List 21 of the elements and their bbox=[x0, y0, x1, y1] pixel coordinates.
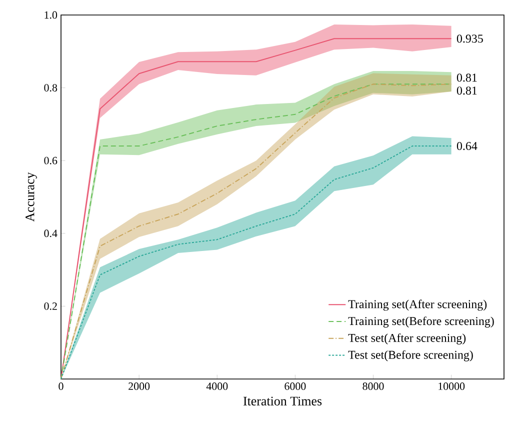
annotation: 0.81 bbox=[456, 74, 477, 82]
x-axis-title: Iteration Times bbox=[243, 396, 322, 406]
y-axis-title: Accuracy bbox=[26, 172, 37, 222]
legend-label: Test set(After screening) bbox=[348, 333, 466, 344]
annotation: 0.935 bbox=[456, 34, 483, 43]
annotation: 0.81 bbox=[456, 86, 477, 95]
legend-label: Training set(Before screening) bbox=[348, 316, 494, 328]
x-tick-label: 10000 bbox=[438, 382, 465, 390]
y-tick-label: 1.0 bbox=[44, 11, 58, 19]
legend-label: Training set(After screening) bbox=[348, 300, 487, 311]
x-tick-label: 8000 bbox=[362, 382, 384, 390]
y-tick-label: 0.2 bbox=[44, 302, 57, 310]
y-tick-label: 0.4 bbox=[44, 230, 58, 238]
legend-label: Test set(Before screening) bbox=[348, 350, 473, 362]
y-tick-label: 0.6 bbox=[44, 156, 58, 164]
annotation: 0.64 bbox=[456, 142, 478, 150]
y-tick-label: 0.8 bbox=[44, 84, 58, 92]
x-tick-label: 6000 bbox=[284, 382, 306, 390]
x-tick-label: 4000 bbox=[206, 382, 228, 390]
x-tick-label: 2000 bbox=[128, 382, 150, 390]
x-tick-label: 0 bbox=[58, 382, 64, 390]
